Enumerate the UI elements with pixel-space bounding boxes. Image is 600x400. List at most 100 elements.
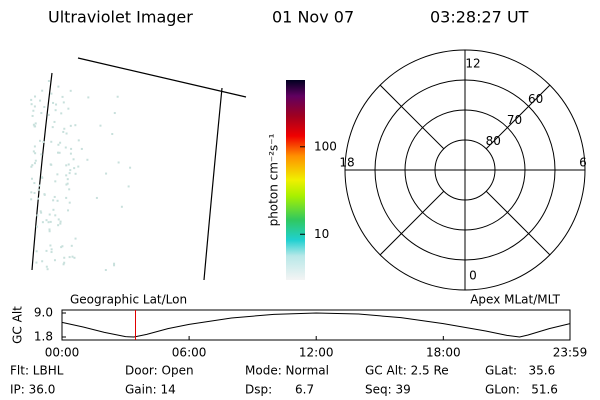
right-title: Apex MLat/MLT — [470, 293, 560, 307]
image-pixel — [33, 145, 36, 148]
image-pixel — [33, 182, 36, 185]
image-pixel — [53, 259, 56, 262]
image-pixel — [42, 140, 45, 143]
image-pixel — [59, 220, 62, 223]
image-pixel — [66, 182, 69, 185]
image-pixel — [37, 188, 40, 191]
image-pixel — [57, 218, 60, 221]
image-pixel — [31, 114, 34, 117]
image-pixel — [55, 103, 58, 106]
image-pixel — [41, 221, 44, 224]
time: 03:28:27 UT — [430, 8, 529, 27]
image-pixel — [52, 101, 55, 104]
image-pixel — [35, 250, 38, 253]
instrument: Ultraviolet Imager — [48, 8, 193, 27]
image-pixel — [32, 109, 35, 112]
y-tick-label: 9.0 — [34, 306, 53, 320]
geo-grid-line — [31, 72, 53, 271]
image-pixel — [62, 263, 65, 266]
image-pixel — [67, 107, 70, 110]
status-field: Dsp: 6.7 — [245, 383, 314, 397]
colorbar-label: photon cm⁻²s⁻¹ — [267, 133, 281, 226]
image-pixel — [48, 213, 51, 216]
image-pixel — [99, 124, 102, 127]
image-pixel — [52, 199, 55, 202]
image-pixel — [104, 269, 107, 272]
image-pixel — [53, 120, 56, 123]
image-pixel — [34, 122, 37, 125]
image-pixel — [116, 95, 119, 98]
polar-diagonal — [379, 84, 445, 150]
image-pixel — [73, 167, 76, 170]
image-pixel — [69, 89, 72, 92]
image-pixel — [51, 126, 54, 129]
image-pixel — [71, 255, 74, 258]
image-pixel — [49, 220, 52, 223]
image-pixel — [65, 183, 68, 186]
image-pixel — [47, 221, 50, 224]
image-pixel — [48, 230, 51, 233]
x-tick-label: 23:59 — [553, 346, 588, 360]
x-tick-label: 18:00 — [426, 346, 461, 360]
image-pixel — [68, 172, 71, 175]
image-pixel — [31, 164, 34, 167]
image-pixel — [45, 249, 48, 252]
image-pixel — [39, 99, 42, 102]
image-pixel — [77, 139, 80, 142]
image-pixel — [56, 173, 59, 176]
image-pixel — [40, 112, 43, 115]
y-tick-label: 1.8 — [34, 330, 53, 344]
image-pixel — [68, 201, 71, 204]
colorbar — [286, 80, 305, 280]
image-pixel — [63, 256, 66, 259]
image-pixel — [48, 228, 51, 231]
image-pixel — [74, 172, 77, 175]
image-pixel — [62, 130, 65, 133]
image-pixel — [61, 95, 64, 98]
y-label: GC Alt — [11, 306, 25, 344]
image-pixel — [50, 251, 53, 254]
image-pixel — [54, 180, 57, 183]
image-pixel — [33, 191, 36, 194]
image-pixel — [38, 184, 41, 187]
image-pixel — [68, 256, 71, 259]
image-pixel — [57, 224, 60, 227]
status-field: Flt: LBHL — [10, 364, 64, 378]
image-pixel — [33, 162, 36, 165]
image-pixel — [32, 150, 35, 153]
geo-grid-line — [203, 87, 223, 281]
image-pixel — [53, 195, 56, 198]
x-tick-label: 00:00 — [45, 346, 80, 360]
image-pixel — [30, 98, 33, 101]
image-pixel — [50, 92, 53, 95]
image-pixel — [36, 214, 39, 217]
image-pixel — [74, 124, 77, 127]
image-pixel — [37, 197, 40, 200]
polar-diagonal — [485, 84, 551, 150]
image-pixel — [67, 209, 70, 212]
image-pixel — [49, 244, 52, 247]
image-pixel — [111, 133, 114, 136]
mlt-label: 0 — [469, 269, 477, 283]
image-pixel — [39, 210, 42, 213]
image-pixel — [34, 159, 37, 162]
image-pixel — [60, 112, 63, 115]
status-field: IP: 36.0 — [10, 383, 55, 397]
image-panel — [31, 57, 247, 281]
image-pixel — [59, 222, 62, 225]
image-pixel — [56, 199, 59, 202]
image-pixel — [57, 151, 60, 154]
x-tick-label: 12:00 — [299, 346, 334, 360]
image-pixel — [30, 165, 33, 168]
image-pixel — [34, 125, 37, 128]
image-pixel — [52, 208, 55, 211]
polar-diagonal — [485, 190, 551, 256]
colorbar-tick-label: 10 — [314, 227, 329, 241]
mlat-ring — [434, 139, 496, 201]
mlat-ring — [374, 79, 556, 261]
image-pixel — [30, 191, 33, 194]
left-title: Geographic Lat/Lon — [70, 293, 187, 307]
image-pixel — [50, 163, 53, 166]
mlat-ring — [404, 109, 526, 231]
plot-frame — [61, 309, 571, 341]
